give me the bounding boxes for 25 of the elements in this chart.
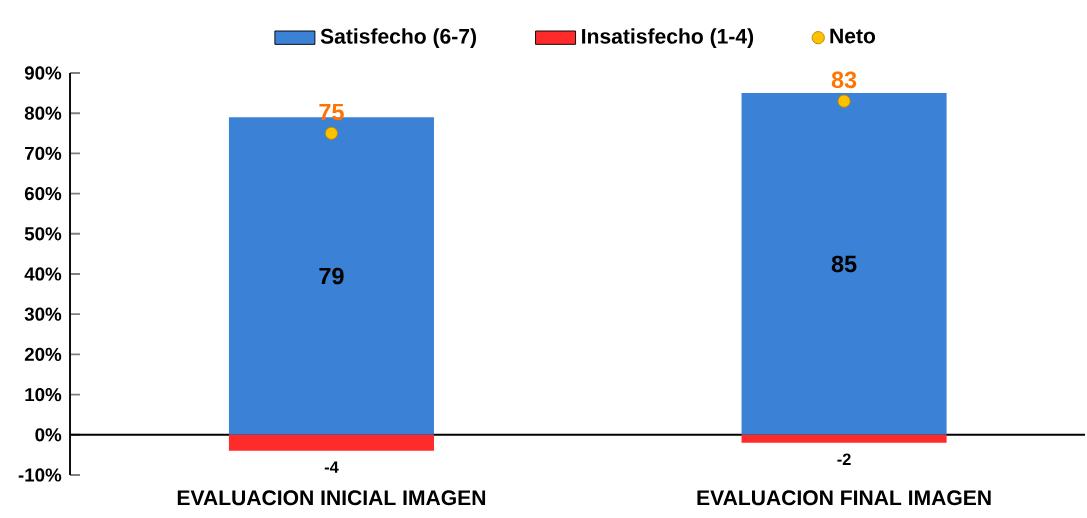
legend-label: Satisfecho (6-7) <box>320 28 477 48</box>
x-tick-label: EVALUACION INICIAL IMAGEN <box>177 490 486 506</box>
bar <box>228 434 434 451</box>
data-label: 75 <box>319 103 344 121</box>
y-tick-label: 60% <box>24 186 62 201</box>
y-tick-label: -10% <box>18 468 62 482</box>
legend-label: Insatisfecho (1-4) <box>582 28 754 48</box>
bar <box>741 434 947 443</box>
y-tick-label: 40% <box>24 267 62 281</box>
data-label: -4 <box>324 461 339 473</box>
y-tick-label: 50% <box>24 227 62 241</box>
y-tick-label: 80% <box>24 106 62 120</box>
y-tick-label: 70% <box>25 146 62 161</box>
data-label: -2 <box>837 453 851 465</box>
y-tick-label: 30% <box>24 307 62 321</box>
bar <box>741 93 947 435</box>
y-tick-label: 0% <box>35 428 62 442</box>
x-tick-label: EVALUACION FINAL IMAGEN <box>697 490 991 506</box>
data-label: 85 <box>831 255 857 273</box>
y-tick-label: 90% <box>24 66 62 80</box>
data-label: 83 <box>831 71 857 89</box>
y-tick-label: 10% <box>25 387 62 402</box>
y-tick-label: 20% <box>24 347 62 362</box>
data-label: 79 <box>319 267 344 285</box>
legend-label: Neto <box>830 28 876 44</box>
